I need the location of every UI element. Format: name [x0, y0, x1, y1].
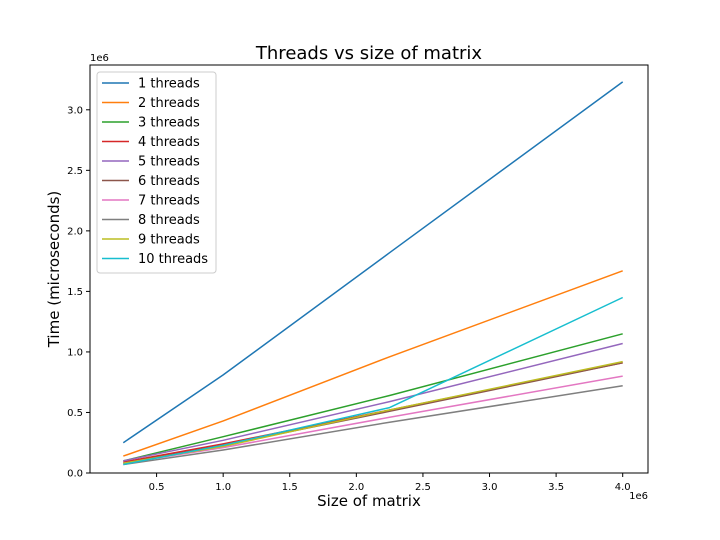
legend: 1 threads 2 threads 3 threads 4 threads 5 th…: [96, 71, 217, 274]
y-tick-label: 2.0: [67, 226, 83, 237]
series-line-10-threads: [123, 296, 624, 466]
series-line-3-threads: [123, 333, 623, 462]
series-line-2-threads: [123, 270, 623, 457]
series-line-1-threads: [122, 81, 624, 444]
legend-entry-label: 4 threads: [138, 135, 200, 150]
y-axis-multiplier: 1e6: [90, 53, 109, 64]
legend-entry-label: 2 threads: [138, 96, 200, 111]
x-axis: 0.5 1.0 1.5 2.0 2.5 3.0 3.5 4.0: [149, 473, 631, 493]
legend-entry-label: 1 threads: [138, 77, 200, 92]
legend-entry-label: 8 threads: [138, 213, 200, 228]
x-tick-label: 2.0: [348, 482, 364, 493]
y-tick-label: 2.5: [67, 166, 83, 177]
x-tick-label: 1.0: [215, 482, 231, 493]
legend-entry-label: 6 threads: [138, 174, 200, 189]
legend-entry-label: 5 threads: [138, 155, 200, 170]
y-tick-label: 1.5: [67, 287, 83, 298]
x-axis-label: Size of matrix: [317, 492, 421, 510]
x-tick-label: 3.0: [482, 482, 498, 493]
x-tick-label: 2.5: [415, 482, 431, 493]
x-tick-label: 3.5: [548, 482, 564, 493]
legend-entry-label: 3 threads: [138, 116, 200, 131]
legend-entry-label: 7 threads: [138, 194, 200, 209]
y-tick-label: 3.0: [67, 105, 83, 116]
x-tick-label: 0.5: [149, 482, 165, 493]
y-tick-label: 1.0: [67, 347, 83, 358]
y-axis-label: Time (microseconds): [45, 191, 63, 349]
x-tick-label: 4.0: [615, 482, 631, 493]
series-line-8-threads: [123, 385, 623, 466]
x-tick-label: 1.5: [282, 482, 298, 493]
x-axis-multiplier: 1e6: [629, 491, 648, 502]
legend-entry-label: 9 threads: [138, 233, 200, 248]
y-tick-label: 0.5: [67, 408, 83, 419]
y-axis: 0.0 0.5 1.0 1.5 2.0 2.5 3.0: [67, 105, 90, 480]
plot-frame: [89, 64, 649, 474]
y-tick-label: 0.0: [67, 469, 83, 480]
series-line-5-threads: [123, 342, 623, 462]
series-group: [122, 81, 624, 466]
legend-entry-label: 10 threads: [138, 252, 208, 267]
chart-title: Threads vs size of matrix: [255, 43, 483, 64]
